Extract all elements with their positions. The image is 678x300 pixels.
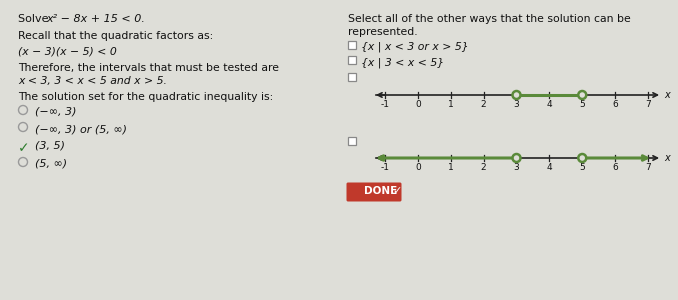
Text: 2: 2 — [481, 163, 486, 172]
Text: {x | x < 3 or x > 5}: {x | x < 3 or x > 5} — [361, 42, 468, 52]
Text: 3: 3 — [514, 100, 519, 109]
Text: 0: 0 — [415, 163, 421, 172]
Text: (−∞, 3) or (5, ∞): (−∞, 3) or (5, ∞) — [35, 124, 127, 134]
Text: 3: 3 — [514, 163, 519, 172]
Text: represented.: represented. — [348, 27, 418, 37]
Text: 1: 1 — [448, 100, 454, 109]
Text: (5, ∞): (5, ∞) — [35, 159, 67, 169]
Text: 7: 7 — [645, 100, 651, 109]
Text: ✓: ✓ — [18, 141, 30, 155]
Text: 6: 6 — [612, 163, 618, 172]
Bar — [348, 137, 356, 145]
Text: (−∞, 3): (−∞, 3) — [35, 107, 77, 117]
Text: 7: 7 — [645, 163, 651, 172]
FancyBboxPatch shape — [346, 182, 401, 202]
Circle shape — [513, 91, 521, 99]
Circle shape — [578, 91, 586, 99]
Text: x² − 8x + 15 < 0.: x² − 8x + 15 < 0. — [46, 14, 145, 24]
Text: {x | 3 < x < 5}: {x | 3 < x < 5} — [361, 57, 444, 68]
Text: x: x — [664, 153, 670, 163]
Text: 2: 2 — [481, 100, 486, 109]
Text: DONE: DONE — [364, 186, 397, 196]
Circle shape — [578, 154, 586, 162]
Text: 5: 5 — [580, 163, 585, 172]
Text: The solution set for the quadratic inequality is:: The solution set for the quadratic inequ… — [18, 92, 273, 102]
Text: (x − 3)(x − 5) < 0: (x − 3)(x − 5) < 0 — [18, 46, 117, 56]
Text: 5: 5 — [580, 100, 585, 109]
Text: Select all of the other ways that the solution can be: Select all of the other ways that the so… — [348, 14, 631, 24]
Bar — [348, 73, 356, 81]
Text: 6: 6 — [612, 100, 618, 109]
Bar — [348, 56, 356, 64]
Text: Solve: Solve — [18, 14, 52, 24]
Text: Therefore, the intervals that must be tested are: Therefore, the intervals that must be te… — [18, 63, 279, 73]
Text: x < 3, 3 < x < 5 and x > 5.: x < 3, 3 < x < 5 and x > 5. — [18, 76, 167, 86]
Text: (3, 5): (3, 5) — [35, 141, 65, 151]
Text: 4: 4 — [546, 100, 552, 109]
Text: -1: -1 — [380, 163, 389, 172]
Text: -1: -1 — [380, 100, 389, 109]
Text: 0: 0 — [415, 100, 421, 109]
Text: ✓: ✓ — [392, 186, 401, 196]
Bar — [348, 41, 356, 49]
Text: x: x — [664, 90, 670, 100]
Circle shape — [513, 154, 521, 162]
Text: 4: 4 — [546, 163, 552, 172]
Text: 1: 1 — [448, 163, 454, 172]
Text: Recall that the quadratic factors as:: Recall that the quadratic factors as: — [18, 31, 214, 41]
